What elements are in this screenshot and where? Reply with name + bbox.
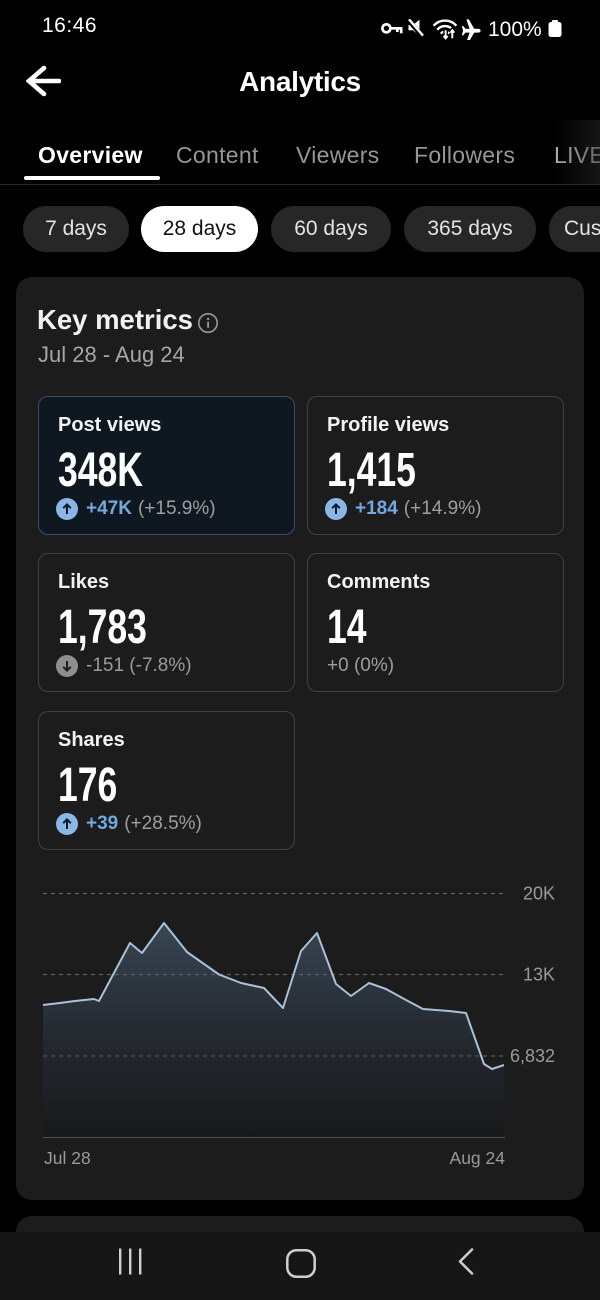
svg-text:Jul 28: Jul 28 (44, 1148, 91, 1168)
svg-text:Aug 24: Aug 24 (450, 1148, 506, 1168)
svg-text:20K: 20K (523, 884, 555, 904)
svg-text:13K: 13K (523, 965, 555, 985)
svg-text:6,832: 6,832 (510, 1046, 555, 1066)
